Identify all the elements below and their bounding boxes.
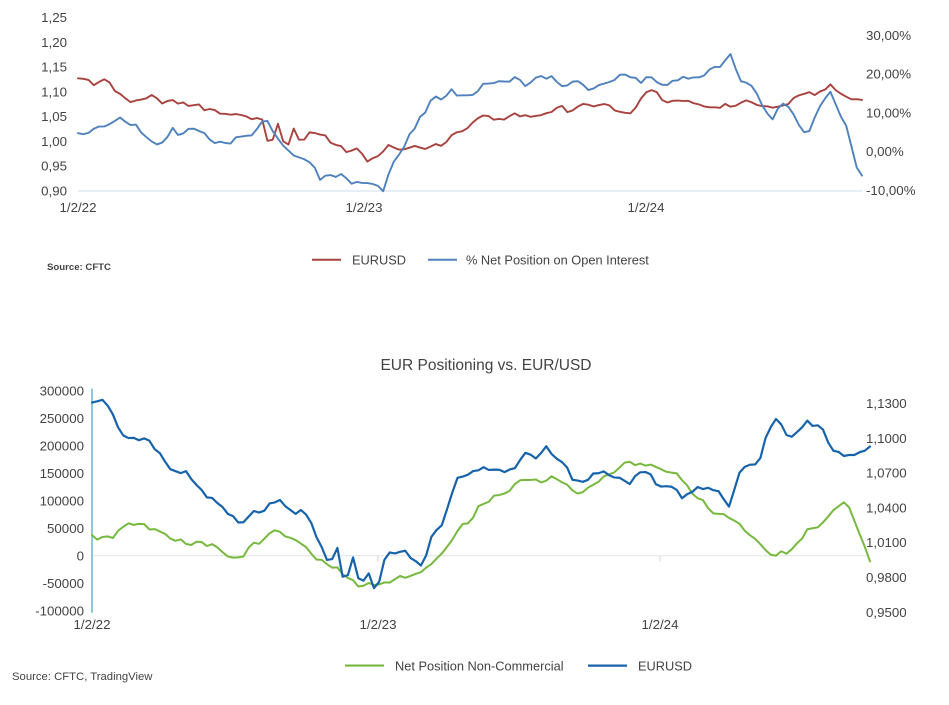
- svg-text:50000: 50000: [47, 521, 84, 536]
- svg-text:0,9500: 0,9500: [866, 605, 907, 620]
- svg-text:-10,00%: -10,00%: [866, 183, 916, 198]
- svg-text:20,00%: 20,00%: [866, 67, 911, 82]
- svg-text:1/2/24: 1/2/24: [642, 617, 679, 632]
- svg-text:1,0400: 1,0400: [866, 501, 907, 516]
- svg-text:30,00%: 30,00%: [866, 28, 911, 43]
- svg-text:1,00: 1,00: [41, 134, 67, 149]
- svg-text:Source: CFTC: Source: CFTC: [47, 262, 111, 273]
- svg-text:0,90: 0,90: [41, 184, 67, 199]
- svg-text:0,00%: 0,00%: [866, 144, 904, 159]
- svg-text:1,0100: 1,0100: [866, 535, 907, 550]
- svg-text:1,10: 1,10: [41, 84, 67, 99]
- svg-text:1,1000: 1,1000: [866, 431, 907, 446]
- svg-text:250000: 250000: [40, 411, 84, 426]
- svg-text:EUR Positioning vs. EUR/USD: EUR Positioning vs. EUR/USD: [380, 357, 591, 374]
- svg-text:% Net Position on Open Interes: % Net Position on Open Interest: [466, 253, 649, 268]
- svg-text:1,05: 1,05: [41, 109, 67, 124]
- svg-text:0,9800: 0,9800: [866, 570, 907, 585]
- svg-text:1/2/22: 1/2/22: [60, 200, 97, 215]
- svg-text:150000: 150000: [40, 466, 84, 481]
- svg-text:1,20: 1,20: [41, 35, 67, 50]
- svg-text:1,15: 1,15: [41, 60, 67, 75]
- svg-text:1,0700: 1,0700: [866, 466, 907, 481]
- svg-text:300000: 300000: [40, 383, 84, 398]
- svg-text:1,1300: 1,1300: [866, 396, 907, 411]
- svg-text:1/2/23: 1/2/23: [346, 200, 383, 215]
- svg-text:10,00%: 10,00%: [866, 105, 911, 120]
- svg-text:200000: 200000: [40, 438, 84, 453]
- svg-text:-50000: -50000: [43, 576, 84, 591]
- svg-text:EURUSD: EURUSD: [638, 658, 692, 673]
- svg-text:100000: 100000: [40, 493, 84, 508]
- svg-text:1,25: 1,25: [41, 10, 67, 25]
- svg-text:Source: CFTC, TradingView: Source: CFTC, TradingView: [12, 671, 153, 683]
- svg-text:0: 0: [77, 548, 84, 563]
- svg-text:EURUSD: EURUSD: [352, 253, 406, 268]
- svg-text:1/2/22: 1/2/22: [74, 617, 111, 632]
- svg-text:1/2/23: 1/2/23: [360, 617, 397, 632]
- svg-text:0,95: 0,95: [41, 159, 67, 174]
- svg-text:Net Position Non-Commercial: Net Position Non-Commercial: [395, 658, 564, 673]
- svg-text:1/2/24: 1/2/24: [628, 200, 665, 215]
